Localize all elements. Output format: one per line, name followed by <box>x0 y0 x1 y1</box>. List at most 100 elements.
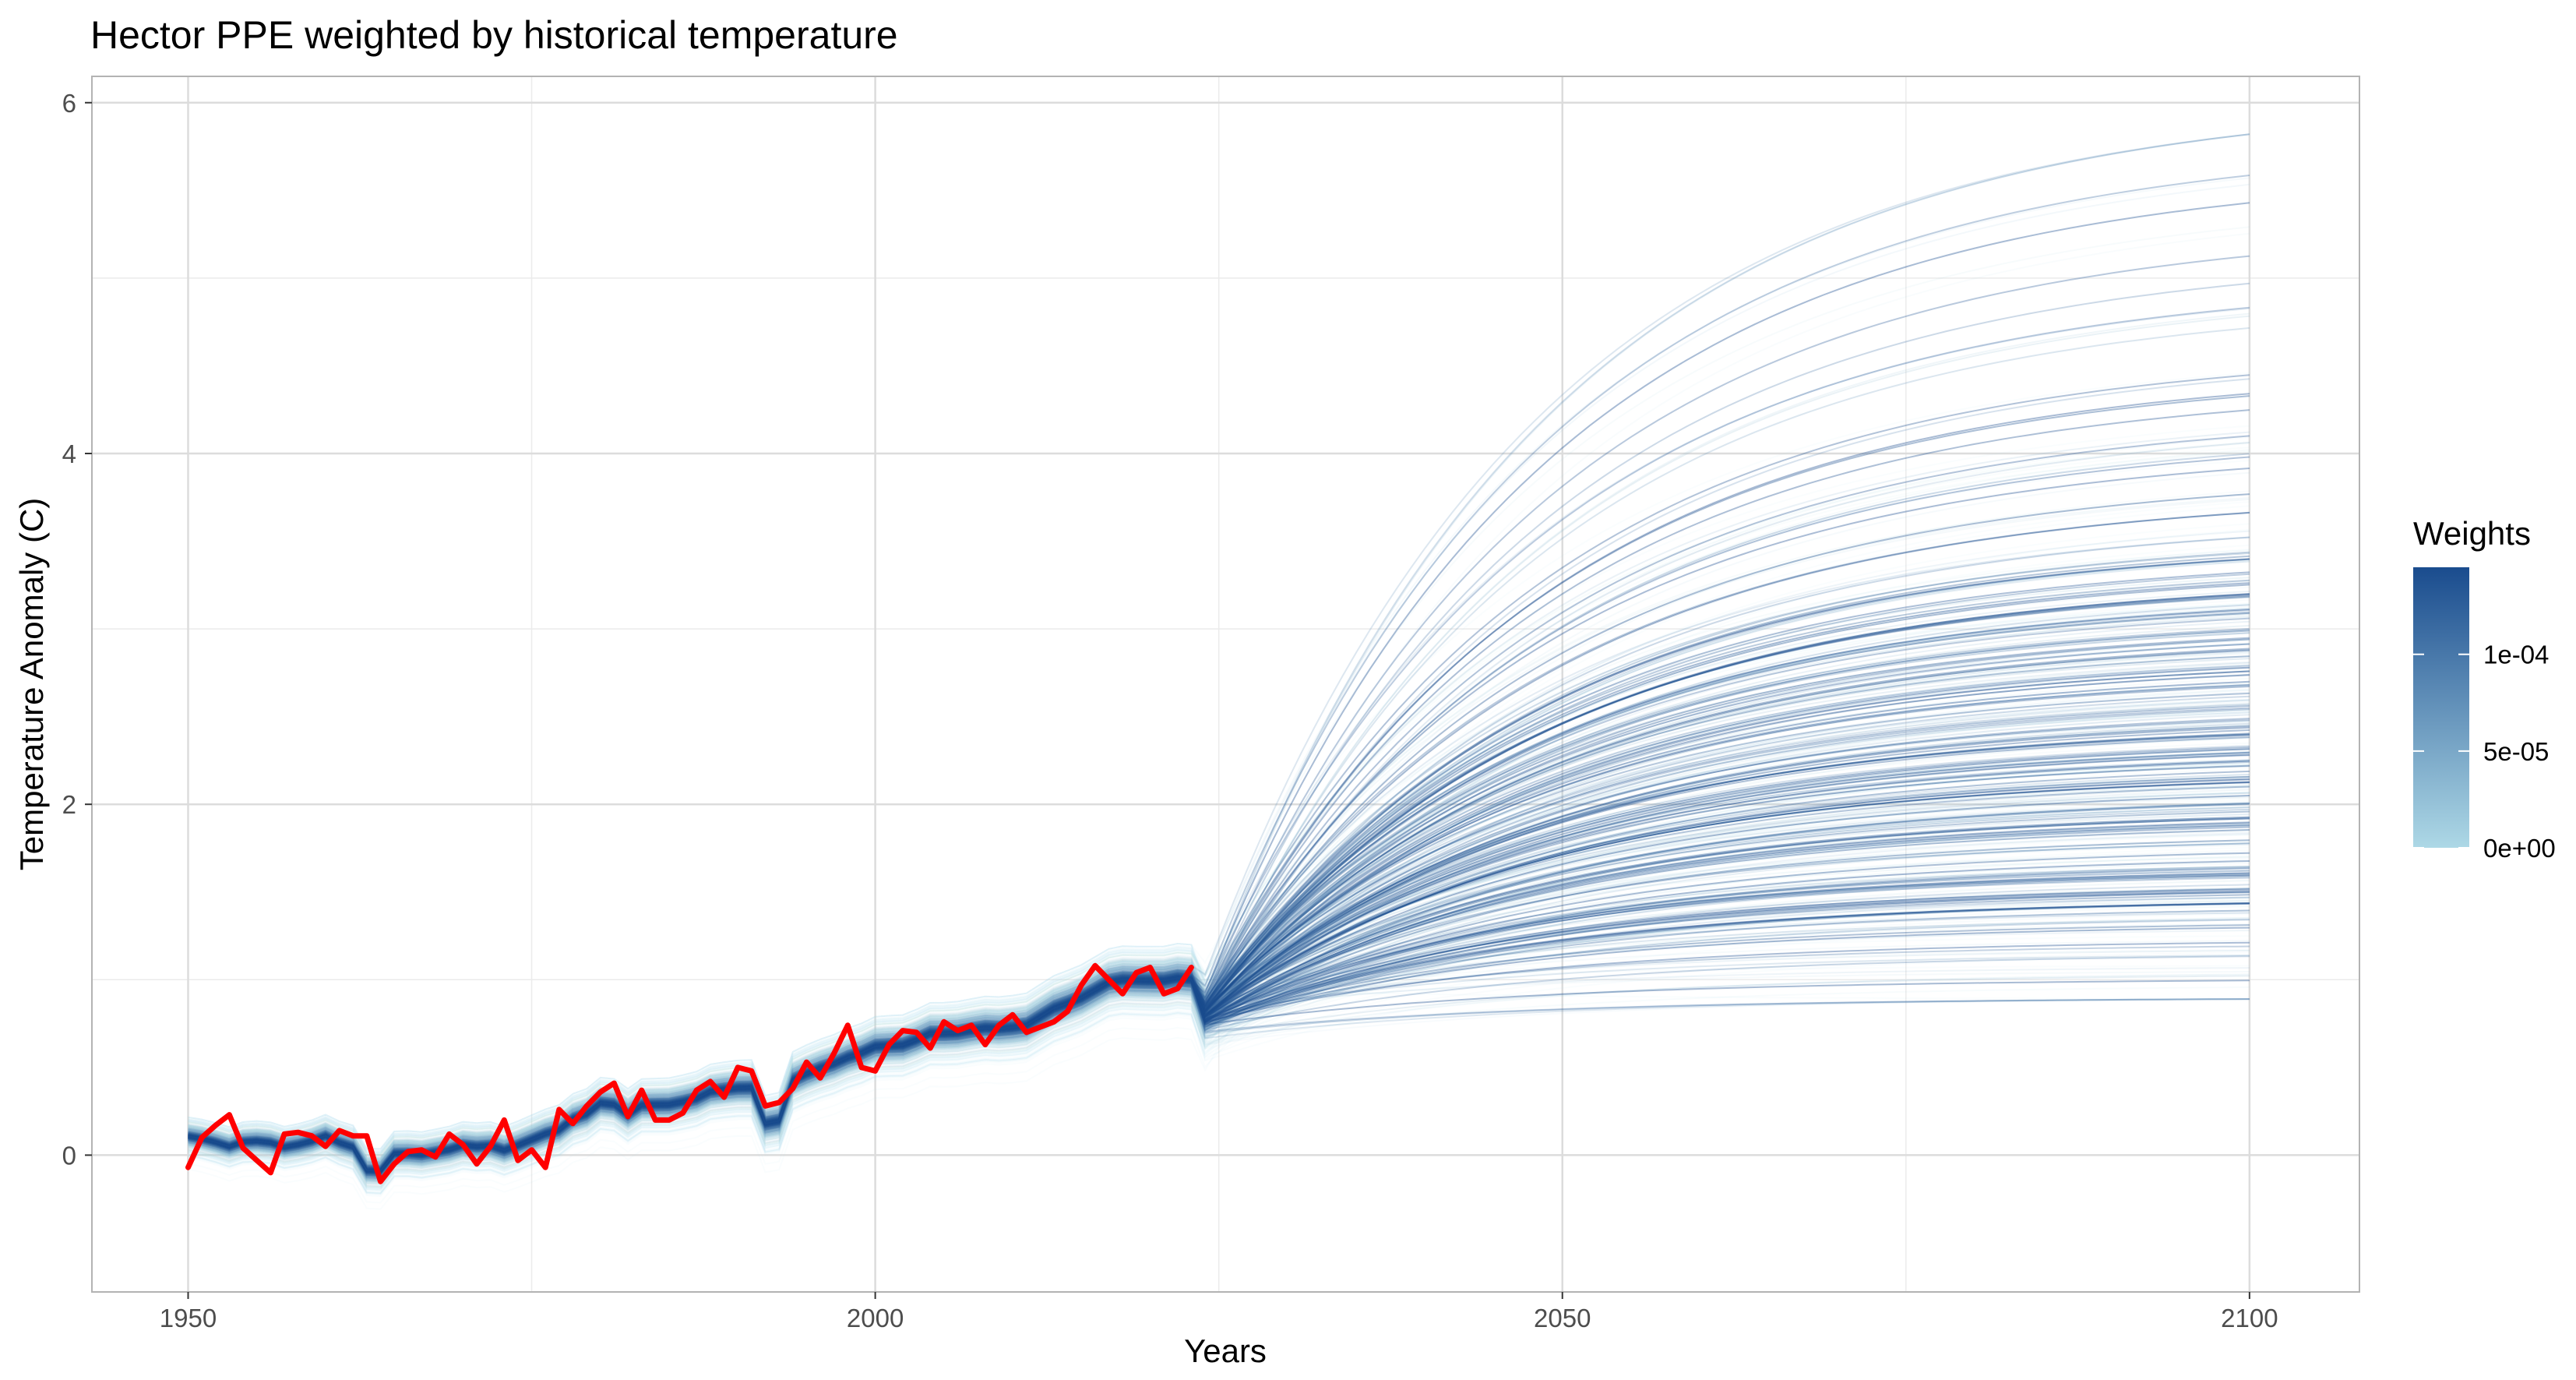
ensemble-member-line <box>188 803 2250 1177</box>
ensemble-member-line <box>188 950 2250 1165</box>
ensemble-member-line <box>188 955 2250 1176</box>
ensemble-member-line <box>188 806 2250 1194</box>
ensemble-member-line <box>188 909 2250 1174</box>
ensemble-member-line <box>188 941 2250 1171</box>
ensemble-member-line <box>188 595 2250 1170</box>
x-tick-label: 2050 <box>1534 1304 1591 1332</box>
ensemble-member-line <box>188 608 2250 1173</box>
ensemble-member-line <box>188 824 2250 1186</box>
ensemble-member-line <box>188 948 2250 1159</box>
y-tick-label: 4 <box>62 439 76 468</box>
ensemble-member-line <box>188 866 2250 1177</box>
ensemble-member-line <box>188 765 2250 1167</box>
ensemble-member-line <box>188 586 2250 1159</box>
ensemble-member-line <box>188 817 2250 1171</box>
ensemble-member-line <box>188 870 2250 1168</box>
ensemble-member-line <box>188 617 2250 1170</box>
legend-tick-label: 1e-04 <box>2483 641 2549 669</box>
ensemble-member-line <box>188 720 2250 1159</box>
legend-tick-label: 0e+00 <box>2483 834 2556 863</box>
legend-tick-label: 5e-05 <box>2483 737 2549 766</box>
ensemble-member-line <box>188 595 2250 1156</box>
ensemble-member-line <box>188 630 2250 1160</box>
ensemble-member-line <box>188 582 2250 1171</box>
ensemble-member-line <box>188 708 2250 1175</box>
ensemble-member-line <box>188 590 2250 1165</box>
ensemble-member-line <box>188 754 2250 1174</box>
ensemble-member-line <box>188 899 2250 1163</box>
ensemble-member-line <box>188 726 2250 1173</box>
ensemble-member-line <box>188 955 2250 1194</box>
ensemble-member-line <box>188 816 2250 1177</box>
ensemble-member-line <box>188 648 2250 1174</box>
ensemble-member-line <box>188 876 2250 1159</box>
ensemble-member-line <box>188 681 2250 1162</box>
ensemble-member-line <box>188 689 2250 1191</box>
ensemble-member-line <box>188 799 2250 1152</box>
ensemble-member-line <box>188 962 2250 1162</box>
ensemble-member-line <box>188 890 2250 1173</box>
ensemble-member-line <box>188 670 2250 1171</box>
ensemble-member-line <box>188 551 2250 1176</box>
ensemble-member-line <box>188 866 2250 1166</box>
ensemble-member-line <box>188 593 2250 1173</box>
ensemble-member-line <box>188 942 2250 1150</box>
ensemble-member-line <box>188 860 2250 1173</box>
ensemble-member-line <box>188 729 2250 1174</box>
ensemble-member-line <box>188 759 2250 1167</box>
ensemble-member-line <box>188 874 2250 1170</box>
ensemble-member-line <box>188 861 2250 1196</box>
ensemble-member-line <box>188 891 2250 1177</box>
ensemble-member-line <box>188 912 2250 1185</box>
ensemble-member-line <box>188 912 2250 1166</box>
ensemble-member-line <box>188 923 2250 1162</box>
ensemble-member-line <box>188 796 2250 1164</box>
ensemble-member-line <box>188 665 2250 1169</box>
ensemble-member-line <box>188 579 2250 1170</box>
x-axis-title: Years <box>1184 1332 1267 1369</box>
ensemble-member-line <box>188 888 2250 1170</box>
ensemble-member-line <box>188 536 2250 1166</box>
ensemble-member-line <box>188 720 2250 1161</box>
ensemble-member-line <box>188 528 2250 1210</box>
ensemble-member-line <box>188 761 2250 1169</box>
ensemble-member-line <box>188 833 2250 1162</box>
ensemble-member-line <box>188 704 2250 1170</box>
ensemble-member-line <box>188 202 2250 1173</box>
ensemble-member-line <box>188 903 2250 1175</box>
ensemble-member-line <box>188 627 2250 1169</box>
ensemble-member-line <box>188 902 2250 1171</box>
ensemble-member-line <box>188 638 2250 1174</box>
ensemble-member-line <box>188 786 2250 1157</box>
ensemble-member-line <box>188 794 2250 1163</box>
ensemble-member-line <box>188 803 2250 1190</box>
ensemble-member-line <box>188 801 2250 1161</box>
ensemble-member-line <box>188 638 2250 1165</box>
y-axis-ticks: 0 2 4 6 <box>62 89 92 1170</box>
ensemble-member-line <box>188 718 2250 1174</box>
ensemble-member-line <box>188 965 2250 1164</box>
ensemble-member-line <box>188 875 2250 1177</box>
ensemble-member-line <box>188 695 2250 1177</box>
ensemble-member-line <box>188 806 2250 1150</box>
ensemble-member-line <box>188 512 2250 1172</box>
ensemble-member-line <box>188 785 2250 1186</box>
ensemble-member-line <box>188 682 2250 1160</box>
ensemble-member-line <box>188 177 2250 1163</box>
ensemble-member-line <box>188 649 2250 1177</box>
ensemble-member-line <box>188 905 2250 1153</box>
ensemble-member-line <box>188 784 2250 1162</box>
ensemble-member-line <box>188 282 2250 1176</box>
ensemble-member-line <box>188 549 2250 1162</box>
ensemble-member-line <box>188 856 2250 1189</box>
ensemble-member-line <box>188 867 2250 1177</box>
ensemble-member-line <box>188 791 2250 1150</box>
ensemble-member-line <box>188 175 2250 1169</box>
x-tick-label: 2000 <box>847 1304 904 1332</box>
ensemble-member-line <box>188 548 2250 1198</box>
ensemble-member-line <box>188 594 2250 1174</box>
observed-temperature-line <box>185 962 1194 1184</box>
ensemble-member-line <box>188 942 2250 1150</box>
ensemble-member-line <box>188 752 2250 1162</box>
ensemble-member-line <box>188 764 2250 1170</box>
